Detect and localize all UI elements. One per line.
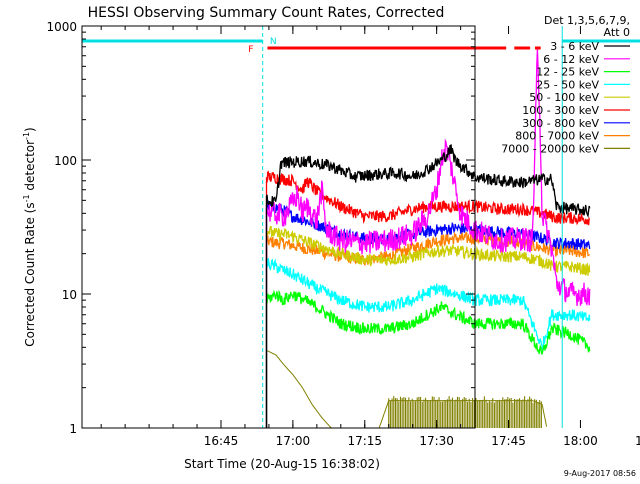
x-tick-label: 18:15	[635, 434, 640, 448]
x-tick-label: 17:00	[276, 434, 311, 448]
y-axis-label-superscript: -1	[22, 194, 31, 202]
legend-label: 300 - 800 keV	[522, 117, 599, 130]
y-axis-label-superscript: -1	[22, 132, 31, 140]
x-tick-label: 16:45	[204, 434, 239, 448]
legend-header-line2: Att 0	[604, 26, 630, 39]
legend-label: 12 - 25 keV	[536, 66, 599, 79]
y-tick-label: 10	[62, 288, 77, 302]
y-axis-label: Corrected Count Rate (s-1 detector-1)	[22, 127, 37, 346]
series-line-7	[265, 198, 591, 428]
x-axis-label: Start Time (20-Aug-15 16:38:02)	[184, 457, 380, 471]
y-tick-label: 1000	[46, 20, 77, 34]
flare-flag-label: F	[248, 45, 253, 55]
axes: 16:45 17:00 17:15 17:30 17:45 18:00 18:15 1 10 10…	[46, 20, 640, 448]
y-axis-label-part: )	[23, 127, 37, 132]
footer-date: 9-Aug-2017 08:56	[564, 469, 636, 478]
chart-title: HESSI Observing Summary Count Rates, Cor…	[88, 5, 445, 21]
x-tick-label: 17:30	[419, 434, 454, 448]
night-flag-label: N	[270, 37, 277, 47]
y-tick-label: 1	[69, 422, 77, 436]
series-line-2	[265, 49, 591, 428]
y-axis-label-part: Corrected Count Rate (s	[23, 202, 37, 346]
x-tick-label: 17:15	[347, 434, 382, 448]
plot-area: NF	[82, 26, 640, 429]
legend-label: 800 - 7000 keV	[515, 130, 599, 143]
plot-frame	[81, 25, 476, 429]
legend-label: 6 - 12 keV	[543, 53, 599, 66]
series-line-3	[265, 289, 591, 428]
legend-label: 7000 - 20000 keV	[501, 142, 599, 155]
x-tick-label: 18:00	[563, 434, 598, 448]
legend-label: 3 - 6 keV	[550, 40, 599, 53]
legend-header: Det 1,3,5,6,7,9, Att 0	[544, 14, 630, 39]
legend-label: 25 - 50 keV	[536, 78, 599, 91]
legend-label: 100 - 300 keV	[522, 104, 599, 117]
series-line-4	[265, 258, 591, 428]
series-line-5	[265, 225, 591, 428]
series-line-1	[265, 144, 591, 428]
y-tick-label: 100	[54, 154, 77, 168]
y-axis-label-part: detector	[23, 140, 37, 195]
x-tick-label: 17:45	[491, 434, 526, 448]
legend-header-line1: Det 1,3,5,6,7,9,	[544, 14, 630, 27]
legend-label: 50 - 100 keV	[529, 91, 599, 104]
